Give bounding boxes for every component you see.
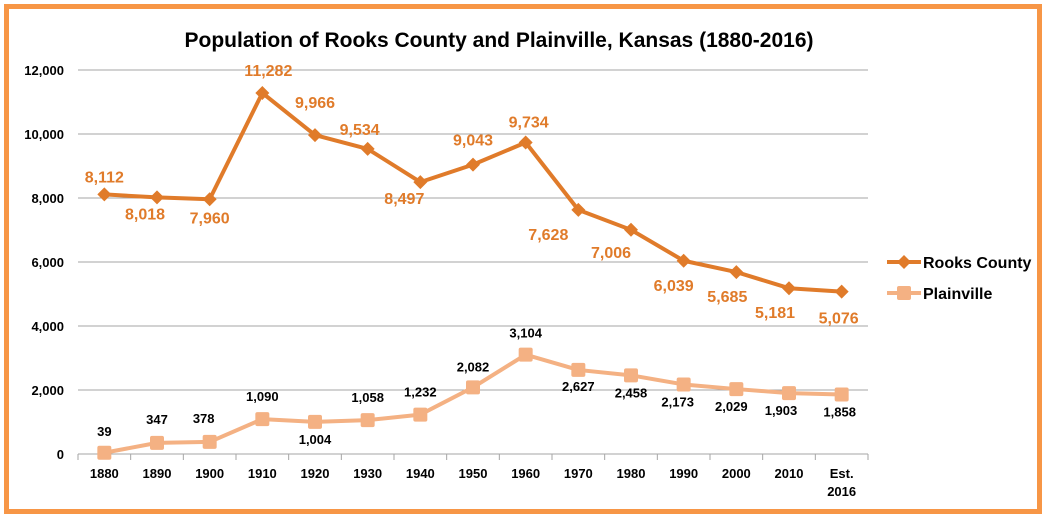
x-tick-label: 1990 [669, 466, 698, 481]
y-tick-label: 0 [57, 447, 64, 462]
y-tick-label: 2,000 [31, 383, 64, 398]
legend-marker-diamond [897, 255, 911, 269]
data-label: 9,043 [453, 133, 493, 150]
data-label: 8,497 [384, 191, 424, 208]
data-point-rooks-county [834, 284, 849, 299]
data-point-rooks-county [518, 135, 533, 150]
x-tick-label: 1890 [143, 466, 172, 481]
data-label: 1,858 [823, 405, 856, 420]
data-label: 1,090 [246, 389, 279, 404]
data-point-rooks-county [150, 190, 164, 205]
data-label: 378 [193, 411, 215, 426]
data-point-plainville [255, 412, 270, 427]
x-tick-label: Est. 2016 [827, 466, 856, 499]
data-point-rooks-county [202, 192, 217, 207]
y-tick-label: 10,000 [24, 127, 64, 142]
data-point-plainville [97, 445, 112, 460]
legend-label: Plainville [923, 286, 992, 303]
data-label: 39 [97, 424, 111, 439]
data-label: 3,104 [509, 326, 542, 341]
data-point-plainville [676, 377, 691, 392]
data-label: 6,039 [654, 278, 694, 295]
data-label: 1,058 [351, 390, 384, 405]
data-label: 2,627 [562, 379, 595, 394]
data-label: 1,903 [765, 403, 798, 418]
data-label: 2,082 [457, 359, 490, 374]
data-point-plainville [571, 362, 586, 377]
legend-label: Rooks County [923, 255, 1032, 272]
x-tick-label: 1910 [248, 466, 277, 481]
data-point-plainville [782, 386, 796, 401]
chart-frame [4, 4, 1042, 514]
x-tick-label: 1950 [459, 466, 488, 481]
x-tick-label: 1960 [511, 466, 540, 481]
data-label: 5,181 [755, 305, 795, 322]
gridlines [78, 69, 868, 455]
data-label: 7,006 [591, 245, 631, 262]
y-tick-label: 8,000 [31, 191, 64, 206]
data-label: 1,004 [299, 432, 332, 447]
data-point-plainville [150, 435, 164, 450]
data-label: 8,018 [125, 206, 165, 223]
data-label: 9,534 [340, 122, 380, 139]
x-tick-label: 1930 [353, 466, 382, 481]
data-point-plainville [834, 387, 849, 402]
x-tick-label: 1900 [195, 466, 224, 481]
data-point-rooks-county [624, 222, 638, 237]
data-point-rooks-county [255, 85, 270, 100]
data-label: 1,232 [404, 385, 437, 400]
legend: Rooks County Plainville [887, 255, 1032, 303]
data-point-rooks-county [466, 157, 480, 172]
data-label: 9,966 [295, 95, 335, 112]
data-label: 7,960 [190, 210, 230, 227]
data-point-plainville [729, 382, 744, 397]
legend-marker-square [897, 286, 911, 300]
data-point-plainville [518, 347, 533, 362]
data-label: 347 [146, 412, 168, 427]
data-point-plainville [413, 407, 428, 422]
data-point-plainville [624, 368, 638, 383]
data-label: 5,076 [819, 311, 859, 328]
y-tick-label: 12,000 [24, 63, 64, 78]
x-tick-label: 1970 [564, 466, 593, 481]
x-tick-label: 1940 [406, 466, 435, 481]
data-point-plainville [202, 434, 217, 449]
data-point-rooks-county [360, 141, 375, 156]
data-point-plainville [308, 414, 322, 429]
data-point-plainville [466, 380, 480, 395]
data-label: 9,734 [509, 115, 549, 132]
data-label: 7,628 [528, 227, 568, 244]
x-tick-label: 1880 [90, 466, 119, 481]
series-group [97, 85, 849, 460]
data-label: 8,112 [85, 169, 124, 186]
x-tick-label: 2000 [722, 466, 751, 481]
data-label: 2,173 [661, 394, 694, 409]
x-axis: 1880 1890 1900 1910 1920 1930 1940 1950 1960 1970… [77, 453, 869, 499]
data-point-rooks-county [729, 265, 744, 280]
data-point-rooks-county [413, 175, 428, 190]
y-tick-label: 6,000 [31, 255, 64, 270]
data-point-rooks-county [676, 253, 691, 268]
data-point-plainville [360, 413, 375, 428]
y-tick-label: 4,000 [31, 319, 64, 334]
x-tick-label: 1980 [617, 466, 646, 481]
data-label: 2,458 [615, 385, 648, 400]
data-label: 5,685 [707, 289, 747, 306]
y-axis: 0 2,000 4,000 6,000 8,000 10,000 12,000 [24, 63, 64, 462]
data-point-rooks-county [308, 128, 322, 143]
data-point-rooks-county [782, 281, 796, 296]
data-point-rooks-county [571, 202, 586, 217]
chart-title: Population of Rooks County and Plainvill… [185, 29, 814, 52]
data-label: 11,282 [244, 63, 292, 80]
data-label: 2,029 [715, 399, 748, 414]
x-tick-label: 1920 [301, 466, 330, 481]
data-point-rooks-county [97, 187, 112, 202]
x-tick-label: 2010 [775, 466, 804, 481]
